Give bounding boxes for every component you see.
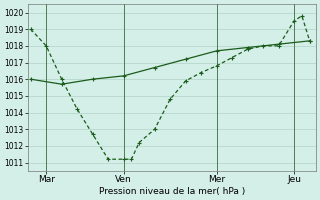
X-axis label: Pression niveau de la mer( hPa ): Pression niveau de la mer( hPa ) — [99, 187, 245, 196]
